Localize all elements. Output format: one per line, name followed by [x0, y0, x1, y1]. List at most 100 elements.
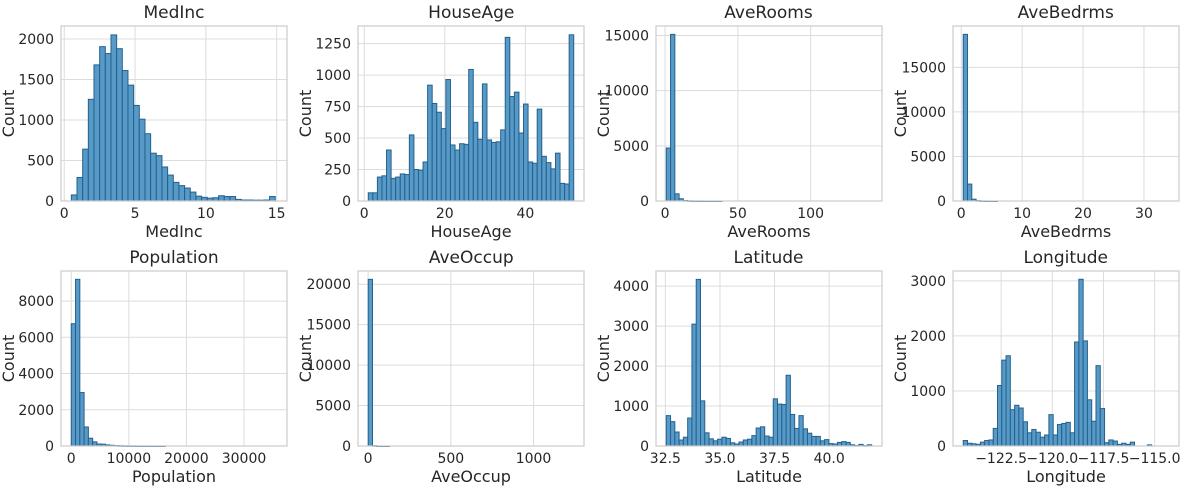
x-axis-tick-label: 30000 [222, 451, 267, 467]
y-axis-tick-label: 0 [45, 439, 54, 455]
subplot-title: HouseAge [428, 3, 515, 23]
histogram-bar [699, 399, 705, 447]
x-axis-tick-label: 20 [436, 206, 454, 222]
histogram-bar [695, 278, 701, 447]
histogram-canvas: 0 5000 10000 15000 20000 0 500 1000 AveOccup Coun… [297, 269, 594, 488]
subplot-avebedrms: AveBedrms 0 5000 10000 15000 0 10 20 30 AveBedrm… [892, 0, 1189, 245]
histogram-bar [70, 322, 77, 446]
histogram-bar [669, 33, 675, 202]
y-axis-tick-label: 500 [27, 153, 54, 169]
x-axis-tick-label: 20 [1074, 206, 1092, 222]
histogram-bar [104, 53, 112, 202]
histogram-bar [83, 425, 89, 446]
histogram-bar [725, 437, 731, 447]
y-axis-tick-label: 15000 [604, 28, 649, 44]
histogram-bar [87, 98, 95, 202]
histogram-bar [536, 108, 543, 202]
y-axis-tick-label: 750 [325, 100, 352, 116]
histogram-bar [962, 33, 968, 202]
histogram-bar [690, 323, 697, 446]
histogram-bar [500, 129, 506, 202]
y-axis-tick-label: 15000 [901, 60, 946, 76]
subplot-longitude: Longitude 0 1000 2000 3000 −122.5 −120.0 −117.… [892, 245, 1189, 489]
y-axis-tick-label: 5000 [613, 139, 649, 155]
x-axis-tick-label: 5 [131, 206, 140, 222]
histogram-bar [184, 187, 191, 202]
histogram-canvas: 0 2000 4000 6000 8000 0 10000 20000 30000 Populat… [0, 269, 297, 488]
histogram-bar [1013, 404, 1020, 446]
histogram-bar [1095, 364, 1101, 446]
histogram-bar [776, 403, 782, 447]
histogram-bar [413, 169, 420, 202]
histogram-bar [541, 155, 548, 202]
y-axis-label: Count [595, 334, 613, 382]
axes-background [952, 26, 1179, 201]
histogram-canvas: 0 1000 2000 3000 −122.5 −120.0 −117.5 −115.0 Lon… [892, 269, 1189, 488]
histogram-bar [1022, 420, 1028, 446]
histogram-bar [482, 83, 488, 202]
histogram-bar [150, 152, 157, 202]
x-axis-label: HouseAge [431, 222, 512, 241]
histogram-bar [1001, 359, 1007, 446]
histogram-bar [195, 195, 203, 202]
axes-frame [654, 269, 883, 447]
histogram-bar [1060, 422, 1067, 447]
x-axis-label: Latitude [736, 467, 802, 486]
histogram-bar [1086, 398, 1092, 447]
histogram-bar [1043, 433, 1050, 447]
axes-frame [357, 25, 585, 202]
histogram-bar [368, 192, 374, 202]
y-axis-tick-label: 10000 [307, 358, 352, 374]
axes-frame [60, 25, 288, 202]
histogram-bar [1052, 433, 1058, 447]
y-axis-tick-label: 5000 [316, 398, 352, 414]
subplot-title: AveRooms [724, 3, 813, 23]
histogram-bar [523, 103, 529, 202]
histogram-bar [79, 391, 85, 446]
y-axis-tick-label: 1500 [18, 72, 54, 88]
histogram-bar [127, 84, 135, 202]
histogram-bar [372, 192, 379, 202]
histogram-bar [1073, 340, 1080, 446]
axes-frame [357, 269, 585, 447]
histogram-svg-population: 0 2000 4000 6000 8000 0 10000 20000 30000 Populat… [0, 269, 288, 486]
histogram-bar [473, 121, 479, 202]
histogram-bar [550, 168, 557, 202]
histogram-bars [70, 34, 276, 202]
x-axis-label: Population [132, 467, 216, 486]
x-axis-tick-label: 500 [438, 451, 465, 467]
histogram-bar [665, 147, 671, 202]
x-axis-tick-label: 10 [197, 206, 215, 222]
histogram-bar [1009, 408, 1015, 446]
y-axis-tick-label: 6000 [18, 330, 54, 346]
histogram-bar [477, 138, 484, 202]
histogram-bar [409, 134, 415, 202]
y-axis-tick-label: 0 [342, 439, 351, 455]
histogram-bar [767, 436, 774, 447]
y-axis-tick-label: 2000 [18, 402, 54, 418]
histogram-bar [121, 70, 129, 202]
subplot-title: Longitude [1023, 247, 1109, 268]
histogram-bar [377, 176, 383, 202]
histogram-bar [138, 118, 146, 202]
histogram-bar [988, 438, 994, 446]
subplot-title: AveOccup [428, 247, 514, 268]
x-axis-tick-label: 50 [728, 206, 746, 222]
histogram-bar [1005, 354, 1011, 446]
subplot-aveoccup: AveOccup 0 5000 10000 15000 20000 0 500 1000 Ave… [297, 245, 594, 489]
histogram-bar [495, 141, 502, 202]
x-axis-tick-label: 1000 [516, 451, 552, 467]
y-axis-tick-label: 1000 [316, 68, 352, 84]
histogram-bar [155, 155, 163, 202]
histogram-bar [742, 439, 748, 446]
histogram-bar [755, 427, 761, 447]
subplot-population: Population 0 2000 4000 6000 8000 0 10000 20000 3… [0, 245, 297, 489]
histogram-bar [1082, 339, 1088, 446]
histogram-bar [99, 46, 106, 202]
x-axis-tick-label: 0 [660, 206, 669, 222]
histogram-bar [1056, 423, 1062, 446]
histogram-bar [793, 427, 799, 446]
histogram-bar [966, 183, 973, 202]
histogram-bar [223, 196, 231, 202]
